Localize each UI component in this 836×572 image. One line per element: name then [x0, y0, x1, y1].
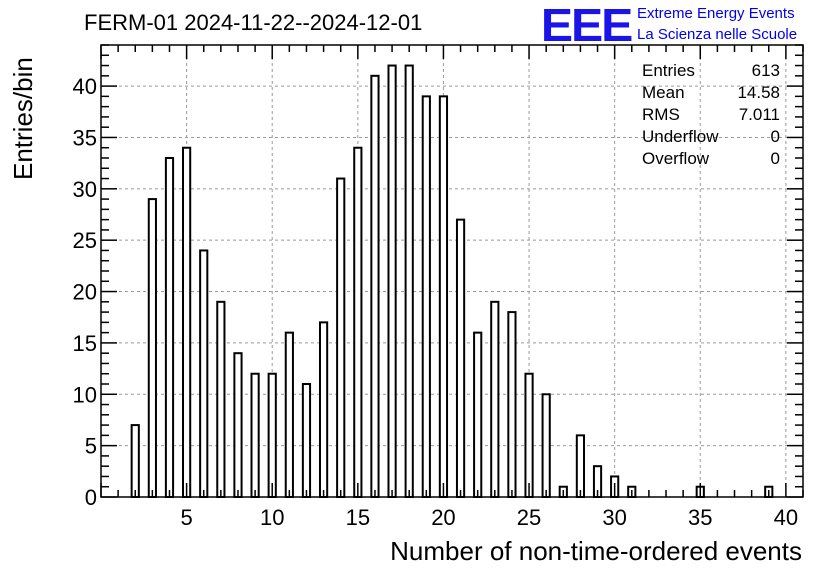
- chart-title: FERM-01 2024-11-22--2024-12-01: [84, 10, 423, 35]
- y-tick-label: 40: [73, 74, 97, 99]
- histogram-bar: [216, 300, 226, 498]
- histogram-bar: [524, 372, 534, 498]
- stats-label: Mean: [642, 83, 685, 102]
- histogram-bar: [301, 383, 312, 498]
- stats-row: Underflow 0: [642, 126, 780, 148]
- y-tick-label: 5: [85, 434, 97, 459]
- histogram-bar: [541, 393, 551, 499]
- stats-value: 14.58: [737, 83, 780, 102]
- x-tick-label: 30: [602, 505, 626, 530]
- histogram-bar: [455, 218, 466, 499]
- x-tick-label: 15: [346, 505, 370, 530]
- x-tick-label: 25: [517, 505, 541, 530]
- histogram-bar: [199, 249, 209, 498]
- histogram-bar: [130, 424, 140, 498]
- histogram-bar: [233, 352, 243, 498]
- stats-value: 613: [751, 61, 780, 80]
- stats-label: RMS: [642, 105, 680, 124]
- y-tick-label: 30: [73, 177, 97, 202]
- x-tick-label: 40: [774, 505, 798, 530]
- y-tick-label: 20: [73, 280, 97, 305]
- x-tick-label: 5: [180, 505, 192, 530]
- x-tick-label: 35: [688, 505, 712, 530]
- histogram-bar: [387, 64, 397, 499]
- y-tick-label: 10: [73, 382, 97, 407]
- stats-value: 0: [770, 127, 780, 146]
- histogram-bar: [575, 434, 586, 499]
- histogram-bar: [421, 95, 431, 498]
- histogram-bar: [318, 321, 329, 499]
- histogram-bar: [370, 74, 380, 499]
- stats-box: Entries 613 Mean 14.58 RMS 7.011 Underflow 0 Ove…: [642, 60, 780, 170]
- stats-value: 7.011: [738, 105, 780, 124]
- x-tick-label: 20: [431, 505, 455, 530]
- y-tick-label: 25: [73, 228, 97, 253]
- y-axis-label-box: Entries/bin: [8, 57, 38, 190]
- y-axis-label: Entries/bin: [8, 57, 38, 180]
- brand-text: Extreme Energy Events La Scienza nelle S…: [637, 3, 797, 45]
- histogram-bar: [353, 146, 363, 499]
- histogram-bar: [182, 146, 192, 499]
- stats-row: Mean 14.58: [642, 82, 780, 104]
- stats-value: 0: [770, 149, 780, 168]
- histogram-bar: [284, 331, 294, 498]
- histogram-bar: [250, 372, 260, 498]
- stats-row: Entries 613: [642, 60, 780, 82]
- stats-label: Entries: [642, 61, 695, 80]
- histogram-bar: [147, 198, 157, 498]
- histogram-bar: [490, 300, 500, 498]
- histogram-bar: [336, 177, 346, 499]
- y-tick-label: 0: [85, 485, 97, 510]
- stats-label: Overflow: [642, 149, 710, 168]
- y-tick-label: 15: [73, 331, 97, 356]
- histogram-bar: [507, 311, 517, 498]
- histogram-bar: [473, 331, 483, 498]
- stats-label: Underflow: [642, 127, 719, 146]
- histogram-bar: [404, 64, 414, 499]
- y-tick-label: 35: [73, 125, 97, 150]
- stats-row: RMS 7.011: [642, 104, 780, 126]
- histogram-bar: [267, 372, 277, 498]
- brand-line-2: La Scienza nelle Scuole: [637, 26, 798, 43]
- brand-line-1: Extreme Energy Events: [637, 5, 795, 22]
- x-axis-label: Number of non-time-ordered events: [390, 536, 802, 566]
- histogram-bar: [164, 157, 175, 498]
- histogram-bar: [438, 95, 449, 498]
- eee-logo: EEE: [540, 0, 633, 51]
- stats-row: Overflow 0: [642, 148, 780, 170]
- x-tick-label: 10: [260, 505, 284, 530]
